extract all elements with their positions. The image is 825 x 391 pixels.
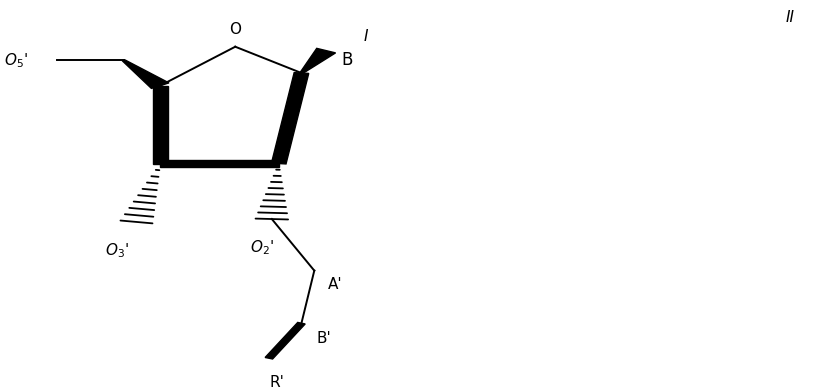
- Text: $O_2$': $O_2$': [250, 239, 274, 257]
- Text: B: B: [341, 51, 352, 69]
- Text: I: I: [363, 29, 368, 45]
- Text: R': R': [269, 375, 284, 390]
- Polygon shape: [160, 160, 279, 167]
- Text: $O_5$': $O_5$': [4, 51, 28, 70]
- Polygon shape: [271, 73, 309, 164]
- Text: II: II: [786, 10, 795, 25]
- Text: $O_3$': $O_3$': [105, 241, 129, 260]
- Polygon shape: [300, 48, 336, 74]
- Polygon shape: [153, 86, 167, 163]
- Text: A': A': [328, 277, 342, 292]
- Text: O: O: [229, 22, 241, 37]
- Polygon shape: [265, 323, 305, 359]
- Text: B': B': [316, 331, 331, 346]
- Polygon shape: [122, 60, 169, 88]
